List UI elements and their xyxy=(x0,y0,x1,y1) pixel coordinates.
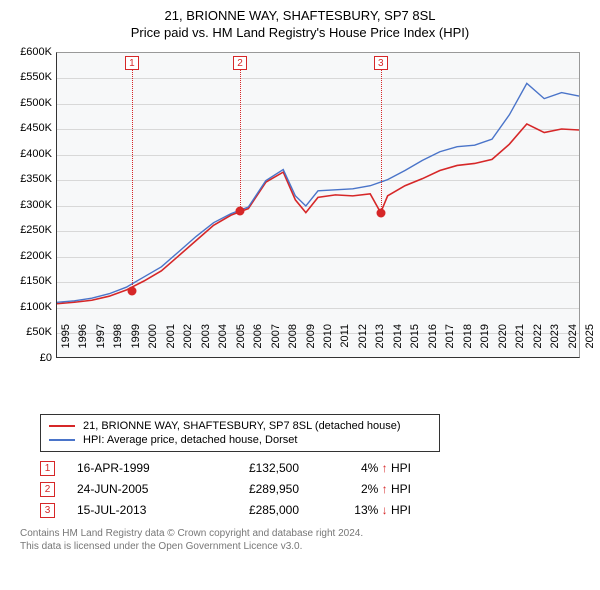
x-axis-tick-label: 2010 xyxy=(322,324,334,364)
x-axis-tick-label: 1995 xyxy=(60,324,72,364)
sale-marker-icon: 3 xyxy=(40,503,55,518)
x-axis-tick-label: 2001 xyxy=(165,324,177,364)
sale-marker-icon: 2 xyxy=(40,482,55,497)
sale-diff: 4% ↑ HPI xyxy=(321,461,411,475)
x-axis-tick-label: 2002 xyxy=(182,324,194,364)
arrow-up-icon: ↑ xyxy=(382,482,388,496)
x-axis-tick-label: 2000 xyxy=(147,324,159,364)
plot-area: 1 2 3 xyxy=(56,52,580,358)
y-axis-tick-label: £200K xyxy=(10,250,52,262)
sale-date: 15-JUL-2013 xyxy=(77,503,187,517)
sale-price: £132,500 xyxy=(209,461,299,475)
sale-row: 3 15-JUL-2013 £285,000 13% ↓ HPI xyxy=(40,500,582,521)
y-axis-tick-label: £250K xyxy=(10,224,52,236)
x-axis-tick-label: 2013 xyxy=(374,324,386,364)
sale-marker-line xyxy=(132,70,133,291)
legend-swatch-property xyxy=(49,425,75,427)
sale-marker-box: 2 xyxy=(233,56,247,70)
sale-diff: 2% ↑ HPI xyxy=(321,482,411,496)
y-axis-tick-label: £600K xyxy=(10,46,52,58)
x-axis-tick-label: 2023 xyxy=(549,324,561,364)
sale-diff-label: HPI xyxy=(391,461,411,475)
x-axis-tick-label: 2021 xyxy=(514,324,526,364)
x-axis-tick-label: 2020 xyxy=(497,324,509,364)
y-axis-tick-label: £150K xyxy=(10,275,52,287)
sale-marker-dot xyxy=(127,287,136,296)
x-axis-tick-label: 2025 xyxy=(584,324,596,364)
x-axis-tick-label: 2015 xyxy=(409,324,421,364)
x-axis-tick-label: 2017 xyxy=(444,324,456,364)
x-axis-tick-label: 1998 xyxy=(112,324,124,364)
x-axis-tick-label: 2004 xyxy=(217,324,229,364)
sale-diff: 13% ↓ HPI xyxy=(321,503,411,517)
x-axis-tick-label: 2007 xyxy=(270,324,282,364)
arrow-down-icon: ↓ xyxy=(382,503,388,517)
title-subtitle: Price paid vs. HM Land Registry's House … xyxy=(10,25,590,42)
sale-row: 2 24-JUN-2005 £289,950 2% ↑ HPI xyxy=(40,479,582,500)
sale-marker-box: 3 xyxy=(374,56,388,70)
x-axis-tick-label: 1997 xyxy=(95,324,107,364)
x-axis-tick-label: 1999 xyxy=(130,324,142,364)
footer-line1: Contains HM Land Registry data © Crown c… xyxy=(20,527,580,541)
y-axis-tick-label: £500K xyxy=(10,97,52,109)
series-property xyxy=(57,124,579,304)
y-axis-tick-label: £50K xyxy=(10,326,52,338)
legend-row: 21, BRIONNE WAY, SHAFTESBURY, SP7 8SL (d… xyxy=(49,419,431,433)
footer-line2: This data is licensed under the Open Gov… xyxy=(20,540,580,554)
sale-price: £285,000 xyxy=(209,503,299,517)
sale-diff-pct: 13% xyxy=(354,503,378,517)
sale-diff-pct: 2% xyxy=(361,482,378,496)
sale-diff-pct: 4% xyxy=(361,461,378,475)
x-axis-tick-label: 1996 xyxy=(77,324,89,364)
x-axis-tick-label: 2008 xyxy=(287,324,299,364)
x-axis-tick-label: 2014 xyxy=(392,324,404,364)
sales-table: 1 16-APR-1999 £132,500 4% ↑ HPI 2 24-JUN… xyxy=(40,458,582,521)
sale-price: £289,950 xyxy=(209,482,299,496)
footer-attribution: Contains HM Land Registry data © Crown c… xyxy=(20,527,580,554)
x-axis-tick-label: 2012 xyxy=(357,324,369,364)
x-axis-tick-label: 2009 xyxy=(305,324,317,364)
sale-marker-line xyxy=(381,70,382,214)
sale-marker-dot xyxy=(376,209,385,218)
legend-label-hpi: HPI: Average price, detached house, Dors… xyxy=(83,434,297,446)
sale-date: 24-JUN-2005 xyxy=(77,482,187,496)
x-axis-tick-label: 2024 xyxy=(567,324,579,364)
sale-marker-box: 1 xyxy=(125,56,139,70)
sale-marker-dot xyxy=(236,206,245,215)
y-axis-tick-label: £300K xyxy=(10,199,52,211)
y-axis-tick-label: £0 xyxy=(10,352,52,364)
legend-label-property: 21, BRIONNE WAY, SHAFTESBURY, SP7 8SL (d… xyxy=(83,420,401,432)
arrow-up-icon: ↑ xyxy=(382,461,388,475)
plot-svg xyxy=(57,53,579,357)
x-axis-tick-label: 2006 xyxy=(252,324,264,364)
x-axis-tick-label: 2016 xyxy=(427,324,439,364)
x-axis-tick-label: 2005 xyxy=(235,324,247,364)
sale-diff-label: HPI xyxy=(391,503,411,517)
sale-date: 16-APR-1999 xyxy=(77,461,187,475)
chart-frame: £0 £50K £100K £150K £200K £250K £300K £350K £400… xyxy=(10,48,590,408)
x-axis-tick-label: 2019 xyxy=(479,324,491,364)
title-block: 21, BRIONNE WAY, SHAFTESBURY, SP7 8SL Pr… xyxy=(10,8,590,42)
legend-box: 21, BRIONNE WAY, SHAFTESBURY, SP7 8SL (d… xyxy=(40,414,440,452)
sale-row: 1 16-APR-1999 £132,500 4% ↑ HPI xyxy=(40,458,582,479)
title-address: 21, BRIONNE WAY, SHAFTESBURY, SP7 8SL xyxy=(10,8,590,25)
x-axis-tick-label: 2018 xyxy=(462,324,474,364)
x-axis-tick-label: 2022 xyxy=(532,324,544,364)
chart-container: 21, BRIONNE WAY, SHAFTESBURY, SP7 8SL Pr… xyxy=(0,0,600,564)
sale-marker-icon: 1 xyxy=(40,461,55,476)
y-axis-tick-label: £550K xyxy=(10,71,52,83)
sale-marker-line xyxy=(240,70,241,211)
y-axis-tick-label: £450K xyxy=(10,122,52,134)
y-axis-tick-label: £100K xyxy=(10,301,52,313)
y-axis-tick-label: £350K xyxy=(10,173,52,185)
x-axis-tick-label: 2003 xyxy=(200,324,212,364)
legend-row: HPI: Average price, detached house, Dors… xyxy=(49,433,431,447)
legend-swatch-hpi xyxy=(49,439,75,441)
series-hpi xyxy=(57,83,579,302)
y-axis-tick-label: £400K xyxy=(10,148,52,160)
sale-diff-label: HPI xyxy=(391,482,411,496)
x-axis-tick-label: 2011 xyxy=(339,324,351,364)
